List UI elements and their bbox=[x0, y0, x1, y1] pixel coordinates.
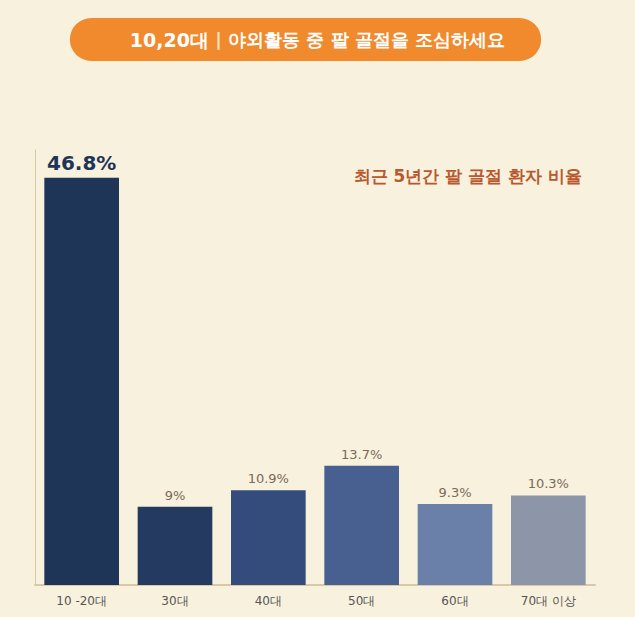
svg-text:70대 이상: 70대 이상 bbox=[521, 594, 576, 608]
svg-text:30대: 30대 bbox=[161, 594, 188, 608]
svg-text:|: | bbox=[209, 29, 228, 50]
svg-text:10,20대: 10,20대 bbox=[130, 29, 209, 51]
svg-text:9%: 9% bbox=[165, 488, 186, 503]
svg-text:50대: 50대 bbox=[348, 594, 375, 608]
svg-text:야외활동 중 팔 골절을 조심하세요: 야외활동 중 팔 골절을 조심하세요 bbox=[228, 29, 505, 50]
svg-text:13.7%: 13.7% bbox=[341, 447, 382, 462]
svg-text:9.3%: 9.3% bbox=[438, 485, 471, 500]
svg-text:최근 5년간 팔 골절 환자 비율: 최근 5년간 팔 골절 환자 비율 bbox=[354, 166, 582, 186]
svg-text:10.3%: 10.3% bbox=[528, 476, 569, 491]
svg-text:46.8%: 46.8% bbox=[47, 151, 116, 175]
svg-text:10.9%: 10.9% bbox=[248, 471, 289, 486]
svg-text:60대: 60대 bbox=[441, 594, 468, 608]
svg-text:10 -20대: 10 -20대 bbox=[56, 594, 107, 608]
svg-text:40대: 40대 bbox=[255, 594, 282, 608]
